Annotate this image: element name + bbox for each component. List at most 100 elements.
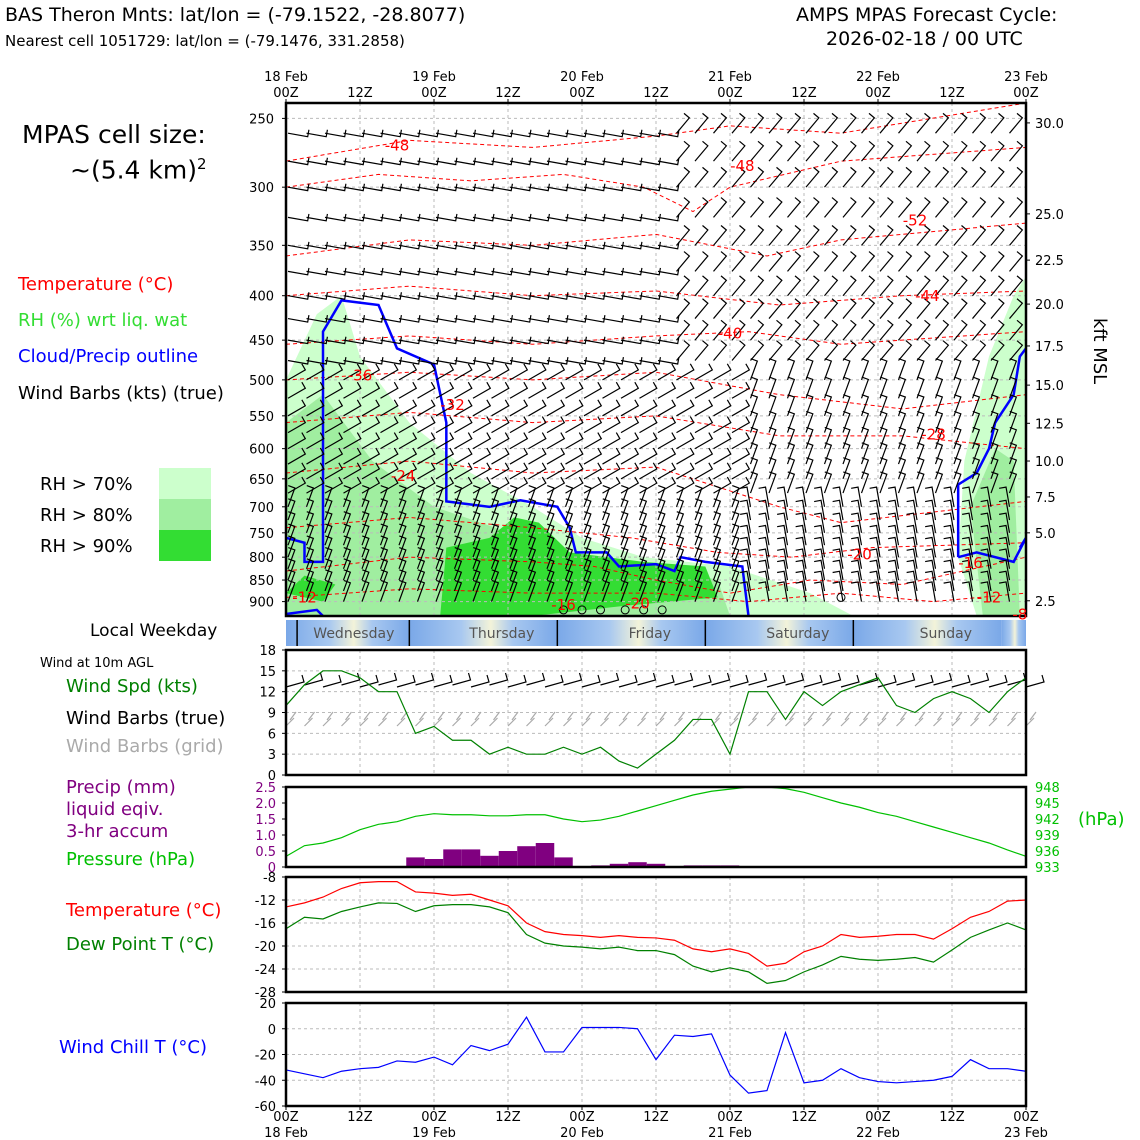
wind-barb <box>712 547 722 569</box>
wind-barb <box>528 357 551 365</box>
wind-barb <box>287 485 296 508</box>
wind-barb <box>805 298 820 319</box>
wind-barb <box>713 225 728 246</box>
wind-barb <box>509 336 532 345</box>
wind-barb <box>620 579 629 602</box>
wind-barb <box>398 213 421 222</box>
wind-barb <box>869 536 881 558</box>
wind-barb <box>638 558 648 581</box>
wind-barb <box>509 213 532 222</box>
wind-barb <box>416 547 426 569</box>
wind-barb <box>925 512 937 533</box>
wind-barb <box>620 315 643 323</box>
wind-barb <box>416 579 426 602</box>
wind-barb <box>324 241 347 250</box>
wind-barb <box>602 183 625 192</box>
true-barb <box>637 672 657 686</box>
wind-barb <box>306 357 329 365</box>
wind-barb <box>980 512 992 533</box>
wind-barb <box>869 512 881 533</box>
wind-barb <box>823 358 833 381</box>
wind-barb <box>879 275 894 297</box>
wind-barb <box>435 267 458 276</box>
wind-barb <box>694 112 709 134</box>
wind-barb <box>564 579 574 602</box>
wind-barb <box>546 535 555 558</box>
true-barb <box>970 672 990 686</box>
wind-barb <box>639 267 662 276</box>
wind-barb <box>638 535 648 558</box>
wind-barb <box>417 399 436 417</box>
wind-barb <box>851 512 863 533</box>
precip-bar <box>609 863 629 867</box>
wind-barb <box>888 559 900 581</box>
true-barb <box>563 672 583 686</box>
grid-barb <box>766 711 778 727</box>
wind-barb <box>713 363 732 381</box>
wind-barb <box>435 129 458 138</box>
wind-barb <box>287 535 296 558</box>
wind-barb <box>528 447 547 465</box>
kft-tick-label: 2.5 <box>1035 595 1056 610</box>
wind-barb <box>980 524 992 546</box>
true-barb <box>415 672 435 686</box>
wind-barb <box>601 485 611 508</box>
wind-barb <box>750 319 765 341</box>
precip-panel-tick-label: 2.5 <box>255 781 276 796</box>
wind-barb <box>361 432 381 450</box>
true-barb <box>489 672 509 686</box>
precip-panel-tick-label: 0.5 <box>255 845 276 860</box>
temperature-contour-label: -16 <box>958 554 983 572</box>
wind-barb <box>713 112 728 134</box>
wind-barb <box>546 399 566 417</box>
wind-barb <box>750 166 765 188</box>
wind-barb <box>953 340 968 361</box>
wind-barb <box>750 275 765 297</box>
wind-barb <box>712 485 722 508</box>
wind-barb <box>287 315 310 323</box>
wind-barb <box>602 363 621 381</box>
wind-barb <box>509 267 532 276</box>
wind-barb <box>879 298 894 319</box>
wind-barb <box>342 485 352 508</box>
wind-barb <box>990 358 999 381</box>
wind-barb <box>379 511 389 534</box>
true-barbs <box>285 672 1045 688</box>
wind-barb <box>620 535 629 558</box>
wind-barb <box>740 499 752 521</box>
wind-barb <box>417 241 440 250</box>
wind-barb <box>472 381 492 399</box>
wind-barb <box>713 381 732 399</box>
wind-barb <box>435 157 458 166</box>
rh-70-label: RH > 70% <box>40 474 133 495</box>
wind-barb <box>564 569 574 592</box>
wind-barb <box>879 358 888 381</box>
wind-barb <box>639 183 662 192</box>
wind-barb <box>472 399 492 417</box>
wind-barb <box>343 399 362 417</box>
wind-barb <box>324 381 344 399</box>
pressure-tick-label: 350 <box>249 239 274 254</box>
wind-barb <box>361 416 381 434</box>
wind-barb <box>398 447 418 465</box>
wind-barb <box>898 275 913 297</box>
wind-barb <box>528 399 547 417</box>
top-time-tick: 00Z <box>421 86 447 101</box>
wind-barb <box>435 213 458 222</box>
grid-barb <box>396 711 408 727</box>
wind-barb <box>639 315 662 323</box>
wind-barb <box>379 547 389 569</box>
pressure-tick-label: 750 <box>249 527 274 542</box>
wind-barb <box>657 447 677 465</box>
wind-barb <box>490 535 500 558</box>
wind-barb <box>602 241 625 250</box>
wind-barb <box>787 140 802 162</box>
wind-barb <box>657 476 677 494</box>
wind-barb <box>416 485 426 508</box>
wind-barb <box>713 462 732 480</box>
wind-barb <box>639 416 658 434</box>
wind-barb <box>361 399 381 417</box>
wind-barb <box>861 251 876 272</box>
wind-barb <box>287 462 307 480</box>
temp-panel-tick-label: -12 <box>255 894 276 909</box>
